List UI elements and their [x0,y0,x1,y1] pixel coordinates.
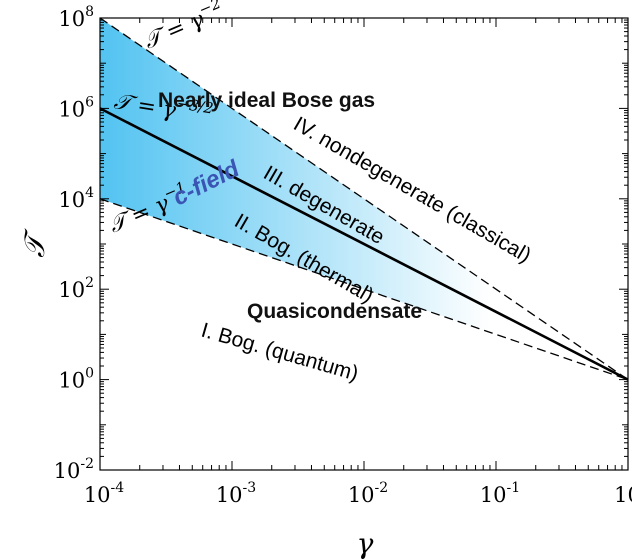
x-tick-label: 100 [614,480,632,507]
line-gamma-minus-1 [99,198,629,381]
x-tick-label: 10-2 [348,480,388,507]
y-tick-label: 104 [58,185,94,212]
y-tick-label: 106 [58,94,94,121]
y-tick-label: 10-2 [54,456,94,483]
x-axis-label: γ [357,527,374,560]
x-tick-label: 10-1 [480,480,520,507]
line-gamma-minus-2 [99,17,629,381]
x-tick-label: 10-4 [84,480,124,507]
y-axis-label: 𝒯 [18,228,51,258]
y-tick-label: 100 [58,366,94,393]
y-tick-label: 102 [58,275,94,302]
label-region-i: I. Bog. (quantum) [199,319,361,386]
y-tick-labels: 10-2 100 102 104 106 108 [54,4,94,483]
label-quasicondensate: Quasicondensate [247,300,422,323]
plot-frame [99,17,629,471]
x-tick-label: 10-3 [216,480,256,507]
label-gamma-minus-2: 𝒯 = γ−2 [139,0,229,55]
y-tick-label: 108 [58,4,94,31]
line-gamma-minus-3-2 [99,107,629,381]
label-nearly-ideal-bose-gas: Nearly ideal Bose gas [158,89,375,112]
x-tick-labels: 10-4 10-3 10-2 10-1 100 [84,480,632,507]
